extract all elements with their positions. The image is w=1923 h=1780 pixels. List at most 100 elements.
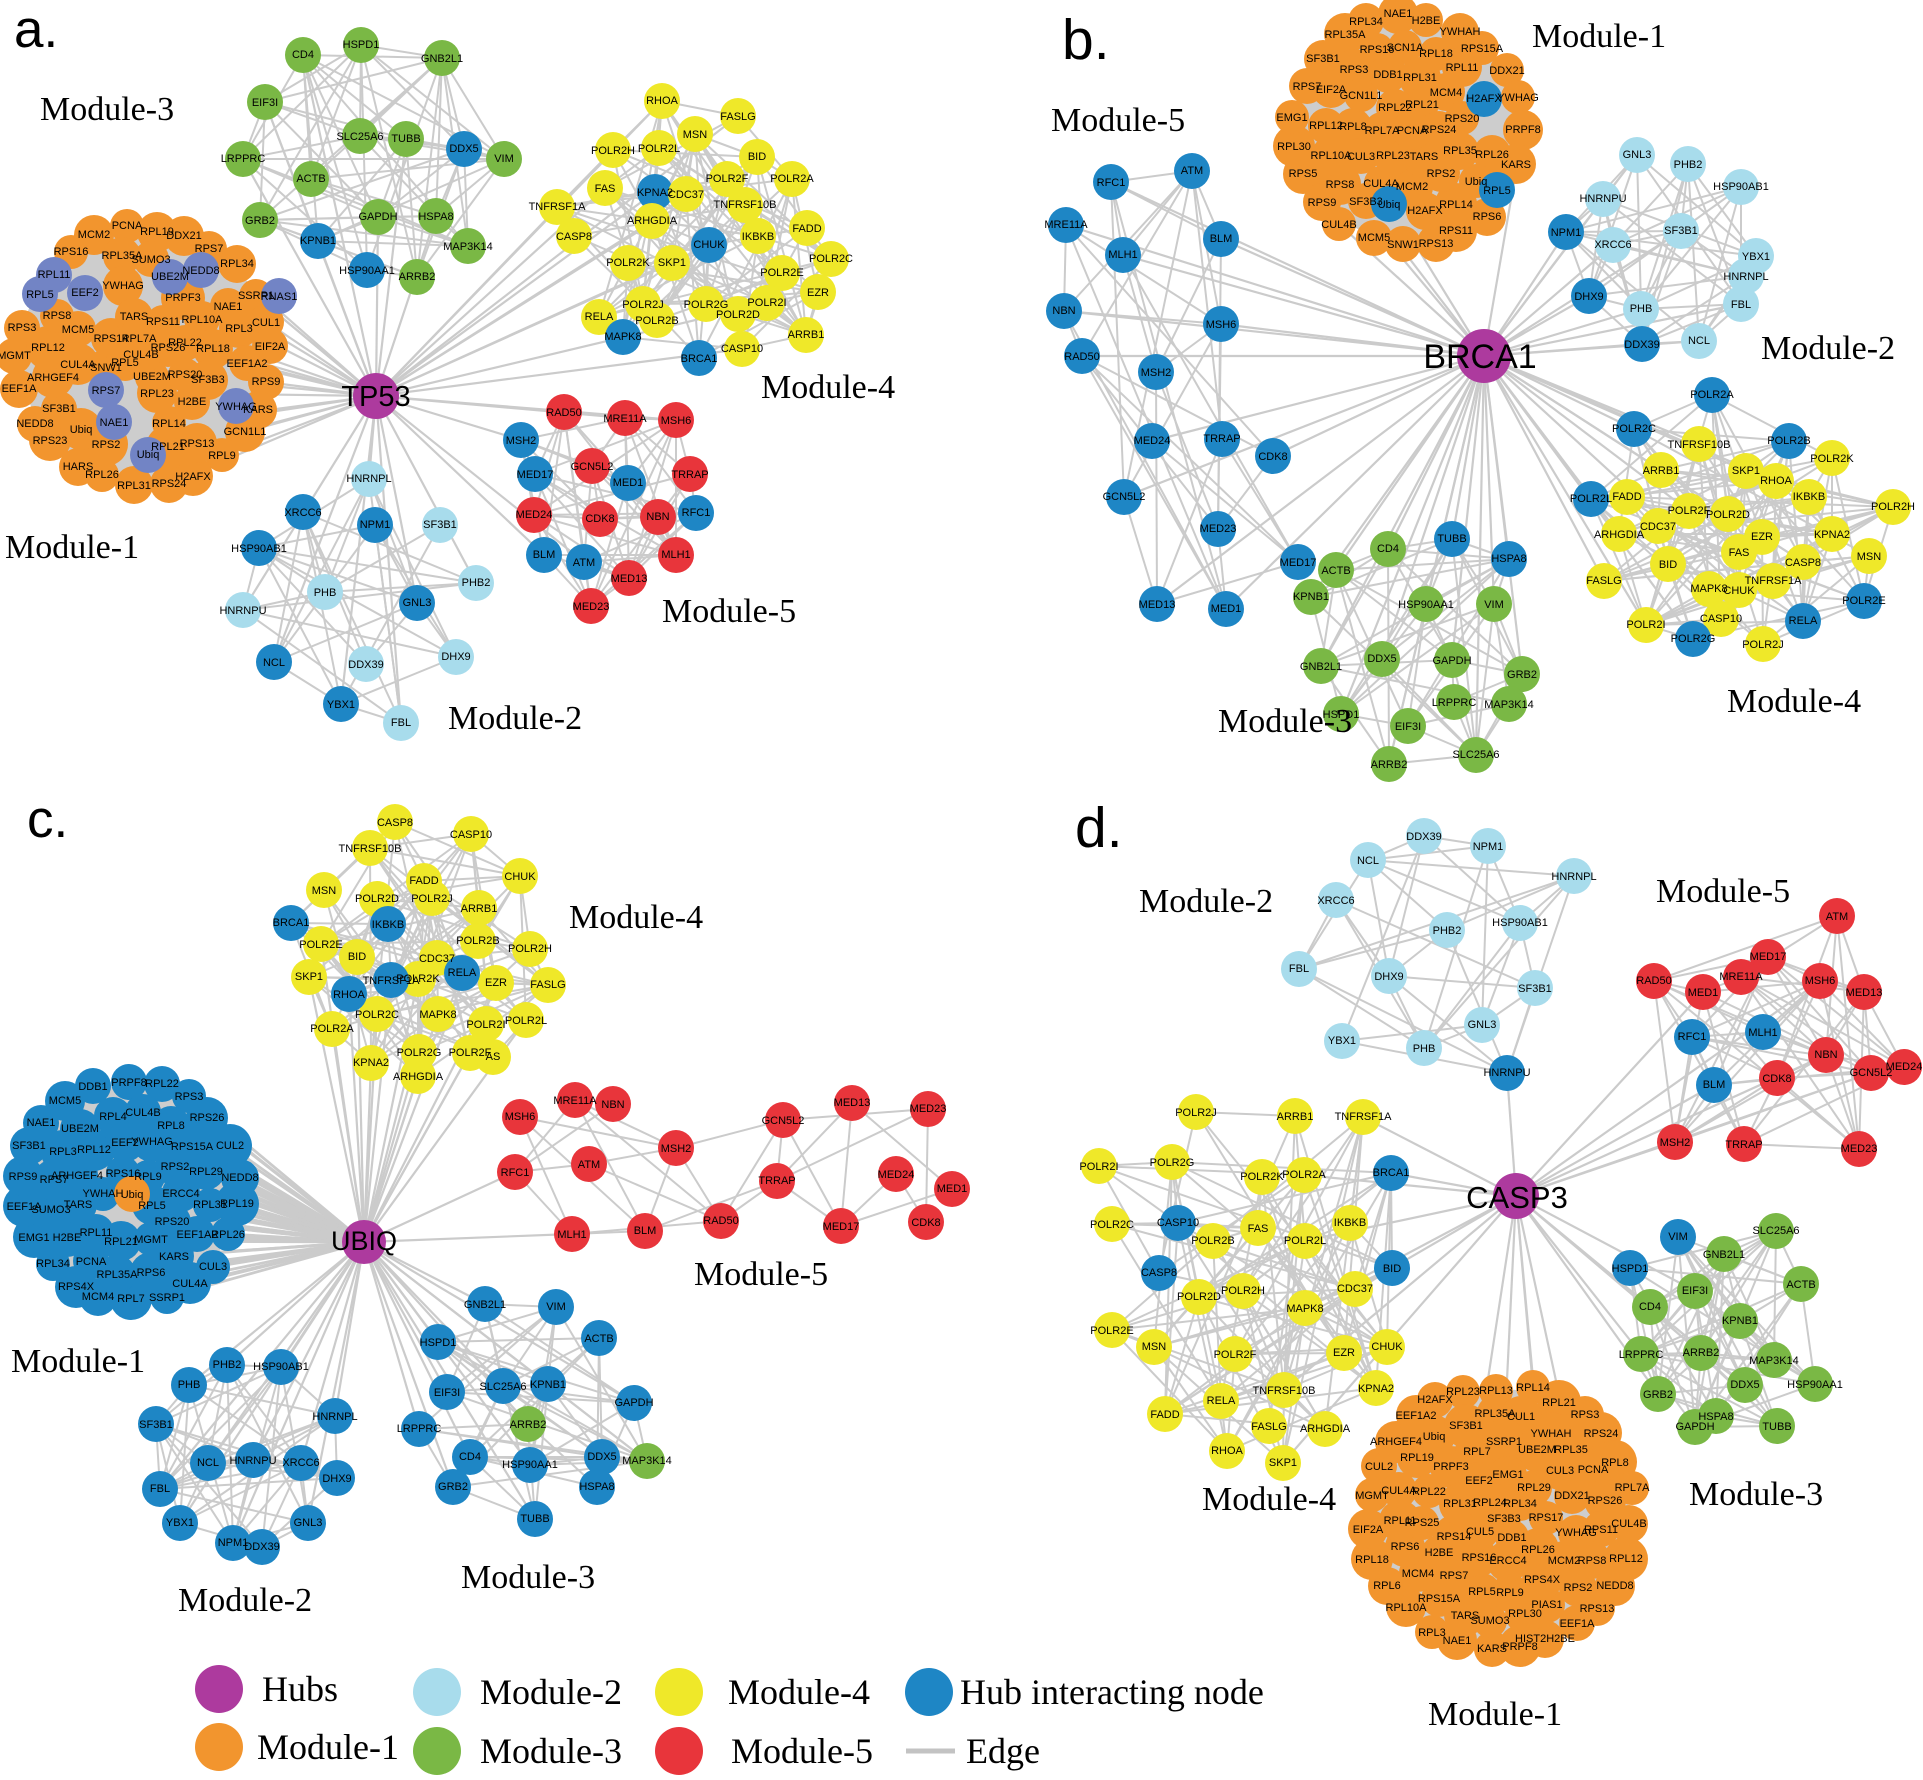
svg-text:RPL8: RPL8 — [1601, 1457, 1629, 1469]
svg-text:BLM: BLM — [1210, 233, 1233, 245]
svg-text:TNFRSF10B: TNFRSF10B — [1253, 1385, 1316, 1397]
svg-text:RFC1: RFC1 — [1678, 1031, 1707, 1043]
svg-text:POLR2F: POLR2F — [1214, 1349, 1257, 1361]
svg-text:CASP8: CASP8 — [377, 817, 413, 829]
svg-text:RPS7: RPS7 — [40, 1174, 69, 1186]
svg-text:RPS2: RPS2 — [1427, 168, 1456, 180]
svg-text:Module-2: Module-2 — [480, 1672, 622, 1712]
svg-text:MAPK8: MAPK8 — [1286, 1303, 1323, 1315]
svg-text:RAD50: RAD50 — [546, 407, 581, 419]
svg-text:RPS24: RPS24 — [152, 478, 187, 490]
svg-text:MAPK8: MAPK8 — [1690, 583, 1727, 595]
svg-text:RPS26: RPS26 — [1588, 1495, 1623, 1507]
svg-text:RPL11: RPL11 — [1384, 1515, 1417, 1527]
svg-text:SF3B1: SF3B1 — [12, 1140, 46, 1152]
svg-text:HNRNPL: HNRNPL — [346, 473, 391, 485]
svg-text:MLH1: MLH1 — [661, 549, 690, 561]
svg-text:TUBB: TUBB — [391, 133, 420, 145]
svg-text:CHUK: CHUK — [693, 239, 725, 251]
svg-text:SKP1: SKP1 — [658, 257, 686, 269]
svg-text:Module-1: Module-1 — [1428, 1696, 1562, 1733]
svg-text:KPNA2: KPNA2 — [1358, 1383, 1394, 1395]
svg-text:CHUK: CHUK — [504, 871, 536, 883]
svg-text:RPL5: RPL5 — [138, 1200, 166, 1212]
svg-text:RPL12: RPL12 — [31, 342, 65, 354]
svg-text:RPL30: RPL30 — [1508, 1608, 1542, 1620]
svg-text:MRE11A: MRE11A — [603, 413, 647, 425]
svg-text:RPL11: RPL11 — [80, 1227, 113, 1239]
svg-text:RPS8: RPS8 — [43, 310, 72, 322]
svg-text:XRCC6: XRCC6 — [282, 1457, 319, 1469]
svg-text:CUL4A: CUL4A — [1381, 1485, 1417, 1497]
svg-text:RPS15A: RPS15A — [171, 1141, 214, 1153]
svg-text:HNRNPU: HNRNPU — [1579, 193, 1626, 205]
svg-text:EEF1A2: EEF1A2 — [227, 358, 268, 370]
svg-text:RFC1: RFC1 — [501, 1167, 530, 1179]
svg-text:SKP1: SKP1 — [1732, 465, 1760, 477]
svg-text:SLC25A6: SLC25A6 — [1452, 749, 1499, 761]
svg-text:UBE2M: UBE2M — [151, 271, 189, 283]
svg-text:GNB2L1: GNB2L1 — [1703, 1249, 1745, 1261]
svg-text:RHOA: RHOA — [1211, 1445, 1243, 1457]
svg-text:POLR2C: POLR2C — [1090, 1219, 1134, 1231]
svg-text:GNB2L1: GNB2L1 — [421, 53, 463, 65]
svg-text:MAPK8: MAPK8 — [419, 1009, 456, 1021]
svg-text:MSN: MSN — [683, 129, 708, 141]
svg-text:RPL8: RPL8 — [1339, 121, 1367, 133]
svg-text:AS: AS — [486, 1051, 501, 1063]
svg-text:NEDD8: NEDD8 — [1596, 1580, 1633, 1592]
svg-text:ATM: ATM — [1181, 165, 1203, 177]
svg-text:NPM1: NPM1 — [218, 1537, 249, 1549]
svg-text:FADD: FADD — [1150, 1409, 1179, 1421]
svg-text:TUBB: TUBB — [1762, 1421, 1791, 1433]
svg-text:HSP90AA1: HSP90AA1 — [1398, 599, 1454, 611]
svg-text:MED17: MED17 — [823, 1221, 860, 1233]
svg-text:RPS2: RPS2 — [92, 439, 121, 451]
svg-text:Module-4: Module-4 — [1727, 683, 1861, 720]
svg-text:TNFRSF10B: TNFRSF10B — [714, 199, 777, 211]
svg-text:Module-2: Module-2 — [448, 700, 582, 737]
svg-text:MSH2: MSH2 — [506, 435, 537, 447]
svg-text:MSH6: MSH6 — [1206, 319, 1237, 331]
svg-text:POLR2C: POLR2C — [809, 253, 853, 265]
svg-text:PHB: PHB — [178, 1379, 201, 1391]
svg-text:DDX39: DDX39 — [1624, 339, 1659, 351]
svg-text:SKP1: SKP1 — [1269, 1457, 1297, 1469]
svg-text:DDX21: DDX21 — [1489, 65, 1524, 77]
svg-text:BID: BID — [1659, 559, 1677, 571]
svg-text:GRB2: GRB2 — [1643, 1389, 1673, 1401]
svg-text:RPL21: RPL21 — [1405, 99, 1439, 111]
svg-text:POLR2H: POLR2H — [508, 943, 552, 955]
svg-text:CD4: CD4 — [292, 49, 314, 61]
svg-text:FBL: FBL — [1289, 963, 1309, 975]
svg-text:FBL: FBL — [150, 1483, 170, 1495]
svg-text:CASP8: CASP8 — [556, 231, 592, 243]
svg-text:RAD50: RAD50 — [1064, 351, 1099, 363]
svg-text:RPL6: RPL6 — [1373, 1580, 1401, 1592]
svg-text:POLR2I: POLR2I — [747, 297, 786, 309]
svg-text:SUMO3: SUMO3 — [131, 254, 170, 266]
svg-text:NPM1: NPM1 — [360, 519, 391, 531]
svg-text:a.: a. — [14, 0, 58, 59]
svg-text:RPS11: RPS11 — [1584, 1524, 1618, 1536]
svg-text:RHOA: RHOA — [646, 95, 678, 107]
svg-text:ACTB: ACTB — [584, 1333, 613, 1345]
svg-text:RPL24: RPL24 — [1473, 1497, 1507, 1509]
svg-text:c.: c. — [27, 790, 68, 849]
svg-text:ARRB1: ARRB1 — [788, 329, 825, 341]
svg-text:TNFRSF1A: TNFRSF1A — [363, 975, 421, 987]
svg-text:Module-2: Module-2 — [1139, 883, 1273, 920]
svg-text:RPL34: RPL34 — [220, 258, 254, 270]
svg-text:RHOA: RHOA — [333, 989, 365, 1001]
svg-text:MED24: MED24 — [1134, 435, 1171, 447]
svg-text:POLR2F: POLR2F — [1668, 505, 1711, 517]
svg-text:RPS6: RPS6 — [1391, 1541, 1420, 1553]
svg-text:POLR2G: POLR2G — [397, 1047, 442, 1059]
svg-text:TNFRSF1A: TNFRSF1A — [1335, 1111, 1393, 1123]
svg-text:RPL22: RPL22 — [145, 1078, 179, 1090]
svg-text:RPS3: RPS3 — [175, 1091, 204, 1103]
svg-text:CUL4B: CUL4B — [125, 1107, 160, 1119]
svg-text:SF3B1: SF3B1 — [1518, 983, 1552, 995]
svg-text:CASP10: CASP10 — [1700, 613, 1742, 625]
svg-text:RPS20: RPS20 — [155, 1216, 190, 1228]
